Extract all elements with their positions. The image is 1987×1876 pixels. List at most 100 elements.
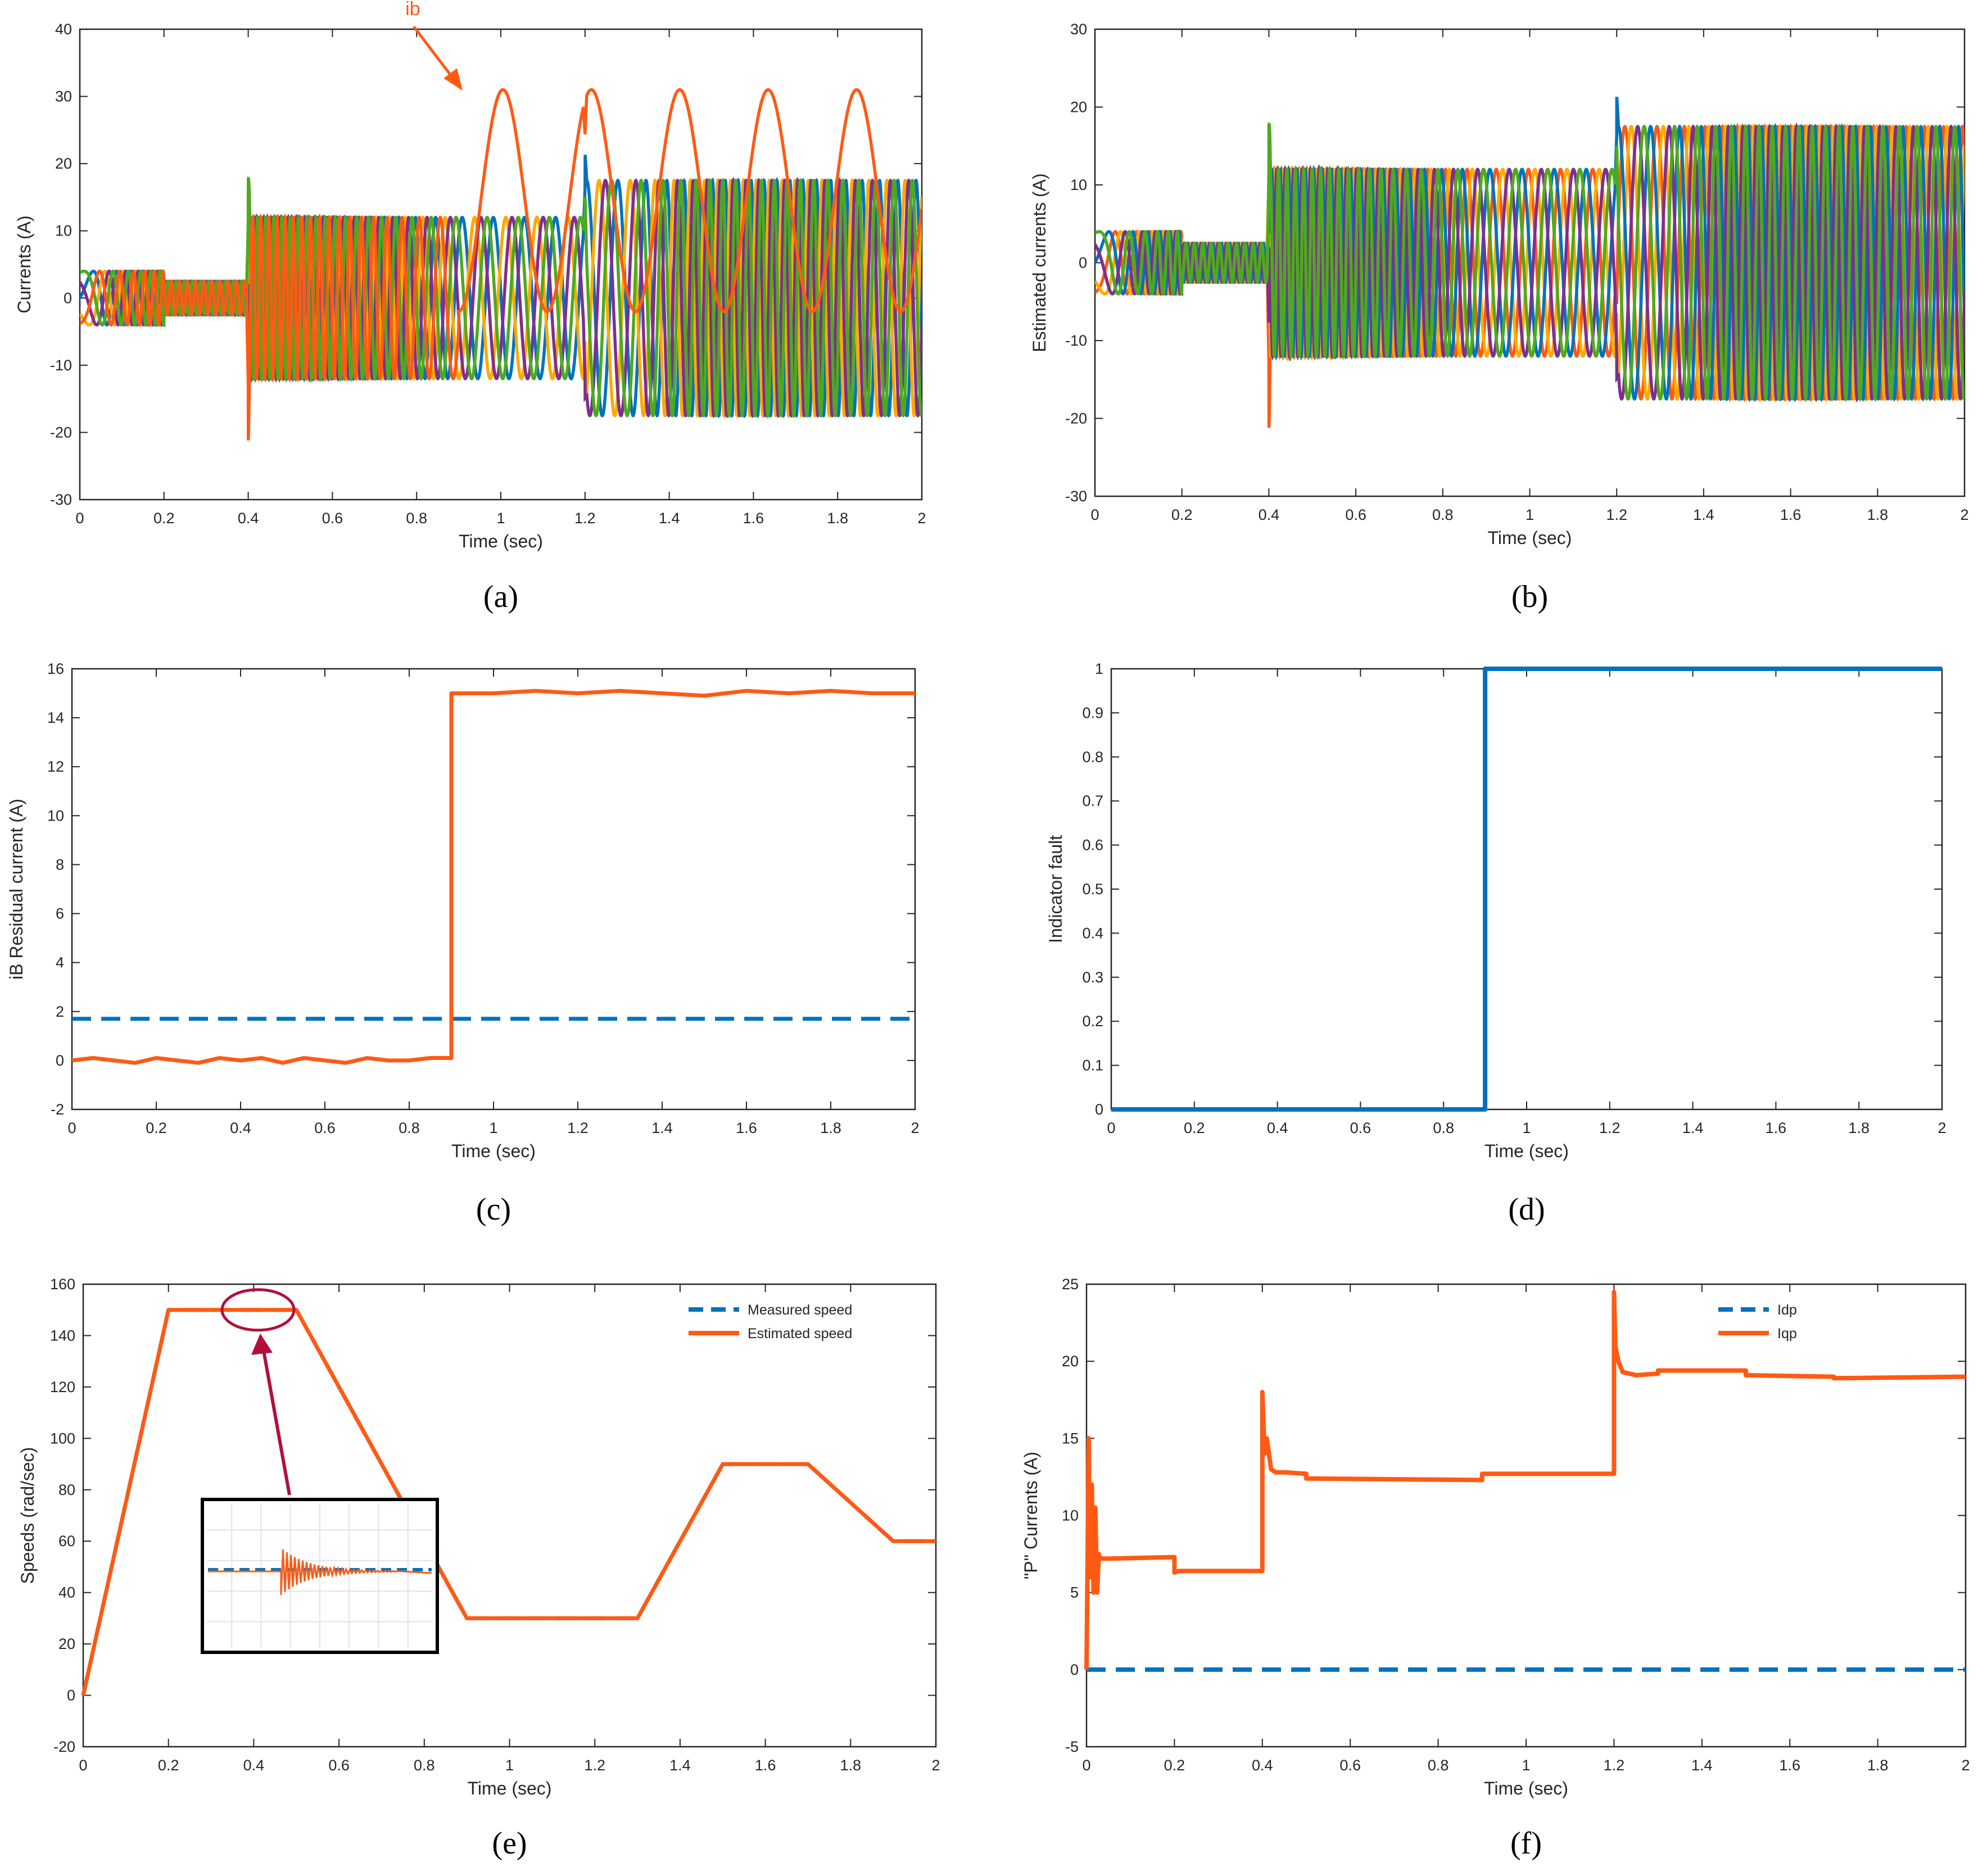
- x-tick-label: 0: [1082, 1757, 1090, 1774]
- x-tick-label: 0.8: [1433, 1120, 1454, 1136]
- x-tick-label: 1.2: [1606, 506, 1627, 523]
- y-tick-label: 1: [1095, 660, 1103, 677]
- y-tick-label: 16: [47, 660, 64, 677]
- y-tick-label: 20: [58, 1635, 75, 1652]
- y-tick-label: 14: [47, 709, 64, 726]
- legend-entry: Idp: [1777, 1302, 1797, 1318]
- plot-frame: [71, 668, 916, 1111]
- y-tick-label: 12: [47, 758, 64, 775]
- x-axis-label: Time (sec): [1488, 528, 1572, 548]
- panel-caption: (e): [492, 1826, 527, 1861]
- y-tick-label: 20: [55, 155, 72, 172]
- chart-panel-b: 0 0.2 0.4 0.6 0.8 1 1.2 1.4 1.6 1.8 2 -30 -20 -10 0 10 2…: [1029, 21, 1969, 614]
- y-tick-label: 40: [55, 21, 72, 38]
- legend-entry: Iqp: [1777, 1326, 1797, 1342]
- inset-estimated-line: [208, 1549, 432, 1596]
- x-tick-label: 1.2: [1604, 1757, 1625, 1774]
- y-tick-label: 0: [1095, 1101, 1103, 1118]
- x-tick-label: 1.8: [840, 1757, 862, 1774]
- y-tick-label: 160: [50, 1276, 75, 1293]
- x-tick-label: 1.8: [1867, 506, 1889, 523]
- legend-entry: Measured speed: [748, 1302, 852, 1318]
- x-tick-label: 0.8: [1428, 1757, 1449, 1774]
- x-tick-label: 1.2: [584, 1757, 605, 1774]
- x-axis-label: Time (sec): [1484, 1778, 1568, 1798]
- x-tick-label: 1.6: [743, 510, 764, 527]
- zoom-pointer-arrow-head: [251, 1333, 273, 1355]
- y-tick-label: -10: [1065, 332, 1087, 349]
- y-tick-label: 0: [64, 289, 72, 306]
- x-axis-label: Time (sec): [451, 1141, 536, 1161]
- y-tick-label: 0.6: [1082, 837, 1103, 854]
- y-tick-label: 0.7: [1082, 792, 1103, 809]
- x-tick-label: 0.2: [1164, 1757, 1185, 1774]
- y-tick-label: 25: [1062, 1276, 1079, 1293]
- x-tick-label: 1.4: [1682, 1120, 1704, 1136]
- x-tick-label: 1.6: [1766, 1120, 1787, 1136]
- y-axis-label: Speeds (rad/sec): [17, 1447, 38, 1584]
- y-axis-label: Estimated currents (A): [1029, 173, 1049, 352]
- y-tick-label: 30: [55, 88, 72, 105]
- x-tick-label: 0.4: [243, 1757, 265, 1774]
- legend-entry: Estimated speed: [748, 1326, 852, 1342]
- x-tick-label: 1.6: [1779, 1757, 1800, 1774]
- x-tick-label: 1.8: [1867, 1757, 1889, 1774]
- x-tick-label: 1: [1522, 1757, 1530, 1774]
- x-tick-label: 1.2: [1599, 1120, 1621, 1136]
- x-tick-label: 0.8: [414, 1757, 435, 1774]
- x-tick-label: 0.2: [153, 510, 175, 527]
- x-tick-label: 0.2: [146, 1120, 167, 1136]
- y-tick-label: -20: [1065, 410, 1087, 427]
- x-tick-label: 0: [67, 1120, 76, 1136]
- y-tick-label: 20: [1070, 99, 1087, 116]
- x-tick-label: 0: [79, 1757, 87, 1774]
- y-tick-label: 140: [50, 1327, 75, 1344]
- y-axis-label: Indicator fault: [1045, 835, 1066, 943]
- x-tick-label: 0.4: [238, 510, 259, 527]
- y-tick-label: 0: [56, 1052, 64, 1069]
- x-tick-label: 1.4: [1693, 506, 1714, 523]
- x-tick-label: 0.2: [1184, 1120, 1205, 1136]
- y-tick-label: -5: [1065, 1738, 1079, 1755]
- y-tick-label: 0.5: [1082, 881, 1103, 898]
- y-tick-label: 120: [50, 1379, 75, 1395]
- y-tick-label: -2: [51, 1101, 64, 1118]
- x-tick-label: 1.6: [1780, 506, 1802, 523]
- x-tick-label: 1: [1526, 506, 1534, 523]
- y-tick-label: 0.9: [1082, 704, 1103, 721]
- series-1-line: [71, 688, 915, 1065]
- chart-panel-d: 0 0.2 0.4 0.6 0.8 1 1.2 1.4 1.6 1.8 2 0 0.1 0.2 0.3 0.4…: [1045, 660, 1947, 1227]
- x-tick-label: 0: [75, 510, 84, 527]
- x-tick-label: 0.6: [328, 1757, 350, 1774]
- y-tick-label: 0.2: [1082, 1013, 1103, 1030]
- x-axis-label: Time (sec): [1484, 1141, 1569, 1161]
- x-tick-label: 1.8: [1848, 1120, 1870, 1136]
- chart-panel-f: 0 0.2 0.4 0.6 0.8 1 1.2 1.4 1.6 1.8 2-50510152025T…: [1021, 1276, 1970, 1861]
- y-tick-label: -20: [53, 1738, 75, 1755]
- x-axis-label: Time (sec): [459, 531, 543, 551]
- y-tick-label: 4: [56, 954, 64, 971]
- plot-frame: [1085, 1283, 1967, 1748]
- y-tick-label: 6: [56, 905, 64, 922]
- x-tick-label: 0.6: [1345, 506, 1366, 523]
- x-tick-label: 0.2: [158, 1757, 179, 1774]
- panel-caption: (f): [1510, 1826, 1542, 1861]
- x-tick-label: 0.8: [399, 1120, 420, 1136]
- x-tick-label: 0: [1090, 506, 1099, 523]
- x-tick-label: 1: [496, 510, 505, 527]
- panel-caption: (b): [1511, 579, 1548, 614]
- x-tick-label: 2: [931, 1757, 940, 1774]
- x-tick-label: 1.6: [755, 1757, 776, 1774]
- x-tick-label: 2: [1938, 1120, 1946, 1136]
- x-tick-label: 0.6: [322, 510, 343, 527]
- y-tick-label: 0: [1079, 255, 1087, 271]
- chart-panel-e: 0 0.2 0.4 0.6 0.8 1 1.2 1.4 1.6 1.8 2-200204060801…: [17, 1276, 940, 1861]
- x-tick-label: 1.8: [820, 1120, 841, 1136]
- x-tick-label: 1.6: [736, 1120, 757, 1136]
- y-tick-label: 80: [58, 1481, 75, 1498]
- x-tick-label: 1.4: [669, 1757, 691, 1774]
- x-tick-label: 1.2: [574, 510, 596, 527]
- x-tick-label: 1: [505, 1757, 514, 1774]
- x-tick-label: 1: [1522, 1120, 1531, 1136]
